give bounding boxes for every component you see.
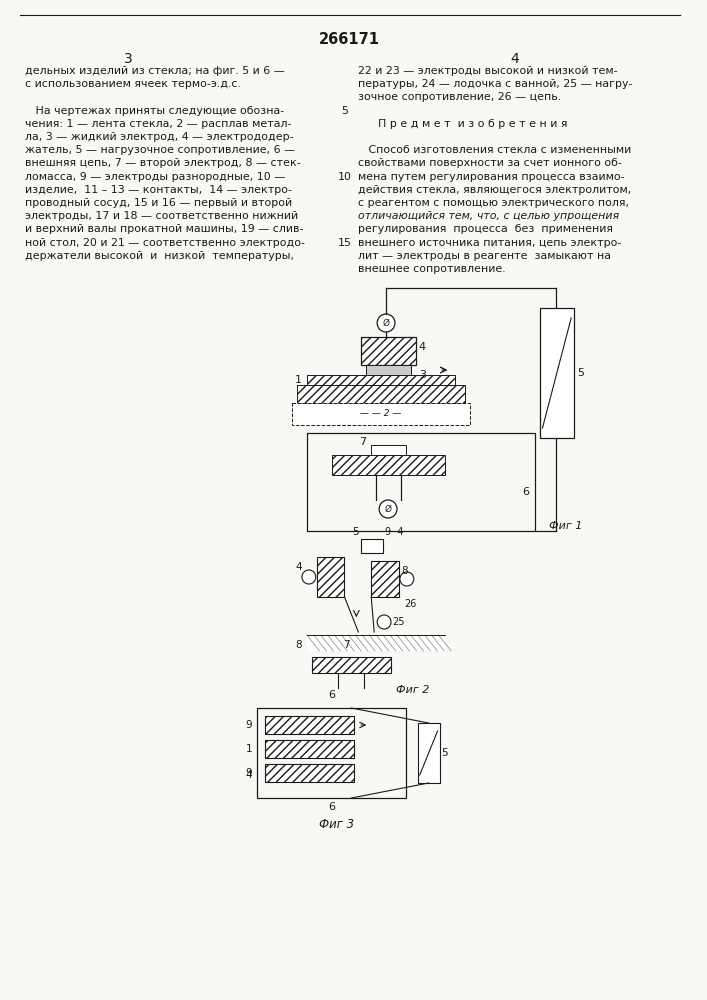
Circle shape [400, 572, 414, 586]
Circle shape [377, 615, 391, 629]
Text: 5: 5 [441, 748, 448, 758]
Bar [418, 723, 440, 783]
Text: внешняя цепь, 7 — второй электрод, 8 — стек-: внешняя цепь, 7 — второй электрод, 8 — с… [25, 158, 300, 168]
Text: 5: 5 [341, 106, 348, 116]
Text: 7: 7 [343, 640, 350, 650]
Text: свойствами поверхности за счет ионного об-: свойствами поверхности за счет ионного о… [358, 158, 622, 168]
Text: и верхний валы прокатной машины, 19 — слив-: и верхний валы прокатной машины, 19 — сл… [25, 224, 303, 234]
Text: дельных изделий из стекла; на фиг. 5 и 6 —: дельных изделий из стекла; на фиг. 5 и 6… [25, 66, 284, 76]
Text: чения: 1 — лента стекла, 2 — расплав метал-: чения: 1 — лента стекла, 2 — расплав мет… [25, 119, 291, 129]
Bar [366, 365, 411, 375]
Text: 6: 6 [328, 802, 335, 812]
Text: 266171: 266171 [319, 32, 380, 47]
Bar [257, 708, 406, 798]
Text: пературы, 24 — лодочка с ванной, 25 — нагру-: пературы, 24 — лодочка с ванной, 25 — на… [358, 79, 633, 89]
Bar [265, 740, 354, 758]
Text: 9: 9 [246, 768, 252, 778]
Text: 1: 1 [246, 744, 252, 754]
Text: Фиг 2: Фиг 2 [396, 685, 429, 695]
Bar [361, 337, 416, 365]
Text: изделие,  11 – 13 — контакты,  14 — электро-: изделие, 11 – 13 — контакты, 14 — электр… [25, 185, 292, 195]
Bar [371, 561, 399, 597]
Text: Фиг 3: Фиг 3 [319, 818, 354, 831]
Text: 4: 4 [510, 52, 519, 66]
Text: П р е д м е т  и з о б р е т е н и я: П р е д м е т и з о б р е т е н и я [378, 119, 568, 129]
Text: Способ изготовления стекла с измененными: Способ изготовления стекла с измененными [358, 145, 631, 155]
Text: жатель, 5 — нагрузочное сопротивление, 6 —: жатель, 5 — нагрузочное сопротивление, 6… [25, 145, 295, 155]
Text: 6: 6 [522, 487, 530, 497]
Text: 8: 8 [401, 566, 407, 576]
Text: ной стол, 20 и 21 — соответственно электродо-: ной стол, 20 и 21 — соответственно элект… [25, 238, 305, 248]
Text: 22 и 23 — электроды высокой и низкой тем-: 22 и 23 — электроды высокой и низкой тем… [358, 66, 618, 76]
Text: 10: 10 [337, 172, 351, 182]
Text: 5: 5 [577, 368, 584, 378]
Text: 7: 7 [359, 437, 366, 447]
Bar [307, 433, 534, 531]
Text: Ø: Ø [385, 504, 392, 514]
Text: 15: 15 [337, 238, 351, 248]
Text: с использованием ячеек термо-э.д.с.: с использованием ячеек термо-э.д.с. [25, 79, 240, 89]
Text: 25: 25 [392, 617, 404, 627]
Bar [265, 764, 354, 782]
Text: На чертежах приняты следующие обозна-: На чертежах приняты следующие обозна- [25, 106, 284, 116]
Text: 1: 1 [295, 375, 302, 385]
Text: внешнего источника питания, цепь электро-: внешнего источника питания, цепь электро… [358, 238, 621, 248]
Circle shape [302, 570, 316, 584]
Text: мена путем регулирования процесса взаимо-: мена путем регулирования процесса взаимо… [358, 172, 625, 182]
Bar [312, 657, 391, 673]
Text: 9  4: 9 4 [385, 527, 404, 537]
Text: регулирования  процесса  без  применения: регулирования процесса без применения [358, 224, 614, 234]
Text: зочное сопротивление, 26 — цепь.: зочное сопротивление, 26 — цепь. [358, 92, 561, 102]
Text: проводный сосуд, 15 и 16 — первый и второй: проводный сосуд, 15 и 16 — первый и втор… [25, 198, 292, 208]
Text: 9: 9 [246, 720, 252, 730]
Text: 4: 4 [296, 562, 302, 572]
Bar [307, 635, 445, 651]
Text: отличающийся тем, что, с целью упрощения: отличающийся тем, что, с целью упрощения [358, 211, 619, 221]
Bar [361, 539, 383, 553]
Text: держатели высокой  и  низкой  температуры,: держатели высокой и низкой температуры, [25, 251, 293, 261]
Text: лит — электроды в реагенте  замыкают на: лит — электроды в реагенте замыкают на [358, 251, 612, 261]
Bar [292, 403, 470, 425]
Bar [539, 308, 574, 438]
Bar [317, 557, 344, 597]
Text: 5: 5 [351, 527, 358, 537]
Text: 4: 4 [419, 342, 426, 352]
Text: 3: 3 [124, 52, 133, 66]
Text: 8: 8 [296, 640, 302, 650]
Text: 26: 26 [404, 599, 416, 609]
Bar [297, 385, 465, 403]
Bar [265, 716, 354, 734]
Circle shape [377, 314, 395, 332]
Text: 6: 6 [328, 690, 335, 700]
Bar [371, 445, 406, 455]
Text: ла, 3 — жидкий электрод, 4 — электрододер-: ла, 3 — жидкий электрод, 4 — электрододе… [25, 132, 293, 142]
Text: ломасса, 9 — электроды разнородные, 10 —: ломасса, 9 — электроды разнородные, 10 — [25, 172, 285, 182]
Text: 4: 4 [246, 770, 252, 780]
Text: с реагентом с помощью электрического поля,: с реагентом с помощью электрического пол… [358, 198, 629, 208]
Bar [307, 375, 455, 385]
Circle shape [379, 500, 397, 518]
Text: Ø: Ø [382, 318, 390, 328]
Text: 3: 3 [419, 370, 426, 380]
Text: — — 2 —: — — 2 — [361, 410, 402, 418]
Text: электроды, 17 и 18 — соответственно нижний: электроды, 17 и 18 — соответственно нижн… [25, 211, 298, 221]
Bar [332, 455, 445, 475]
Text: действия стекла, являющегося электролитом,: действия стекла, являющегося электролито… [358, 185, 631, 195]
Text: внешнее сопротивление.: внешнее сопротивление. [358, 264, 506, 274]
Text: Фиг 1: Фиг 1 [549, 521, 583, 531]
